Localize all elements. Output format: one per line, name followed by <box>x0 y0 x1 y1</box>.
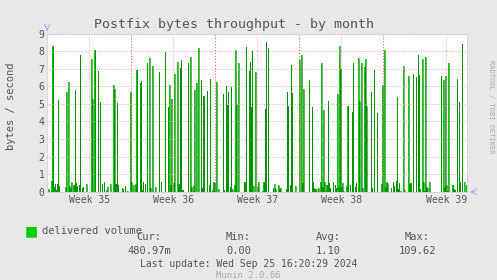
Text: RADTOOL / TOBI OETIKER: RADTOOL / TOBI OETIKER <box>488 60 494 153</box>
Text: Max:: Max: <box>405 232 430 242</box>
Text: Postfix bytes throughput - by month: Postfix bytes throughput - by month <box>93 18 374 31</box>
Text: Avg:: Avg: <box>316 232 340 242</box>
Text: 109.62: 109.62 <box>399 246 436 256</box>
Text: delivered volume: delivered volume <box>42 226 142 236</box>
Text: 480.97m: 480.97m <box>127 246 171 256</box>
Text: Cur:: Cur: <box>137 232 162 242</box>
Text: ■: ■ <box>25 224 38 238</box>
Text: 1.10: 1.10 <box>316 246 340 256</box>
Text: 0.00: 0.00 <box>226 246 251 256</box>
Text: bytes / second: bytes / second <box>6 63 16 150</box>
Text: Last update: Wed Sep 25 16:20:29 2024: Last update: Wed Sep 25 16:20:29 2024 <box>140 259 357 269</box>
Text: Min:: Min: <box>226 232 251 242</box>
Text: Munin 2.0.66: Munin 2.0.66 <box>216 271 281 280</box>
